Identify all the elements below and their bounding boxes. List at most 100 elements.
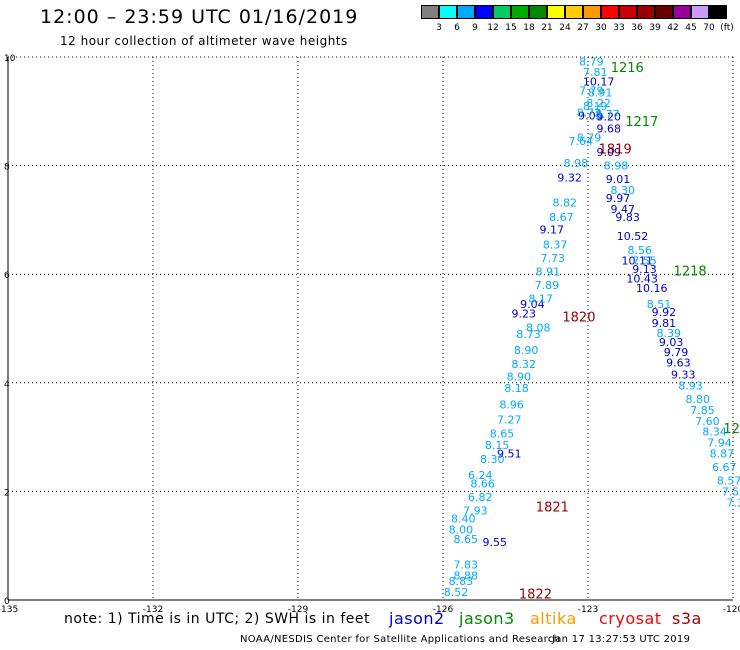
wave-height-value: 9.13 <box>632 263 657 276</box>
wave-height-value: 8.32 <box>511 358 536 371</box>
y-tick-label: 6 <box>4 271 10 281</box>
scale-swatch <box>655 5 673 19</box>
wave-height-value: 8.40 <box>451 513 476 526</box>
wave-height-value: 8.18 <box>504 382 529 395</box>
wave-height-value: 7.93 <box>463 504 488 517</box>
wave-height-value: 7.35 <box>727 496 740 509</box>
wave-height-value: 8.82 <box>553 197 578 210</box>
wave-height-value: 7.94 <box>707 437 732 450</box>
track-time-label: 1218 <box>674 264 707 279</box>
scale-label: 42 <box>667 23 679 33</box>
scale-label: 45 <box>685 23 697 33</box>
wave-height-value: 10.16 <box>636 282 668 295</box>
scale-swatch <box>637 5 655 19</box>
wave-height-value: 8.34 <box>702 426 727 439</box>
wave-height-value: 8.87 <box>710 447 735 460</box>
x-tick-label: -129 <box>288 605 309 615</box>
wave-height-value: 6.67 <box>712 461 737 474</box>
scale-swatch <box>691 5 709 19</box>
scale-label: 3 <box>436 23 442 33</box>
scale-swatch <box>583 5 601 19</box>
wave-height-value: 9.03 <box>659 336 684 349</box>
scale-swatch <box>547 5 565 19</box>
wave-height-value: 6.82 <box>468 491 493 504</box>
wave-height-value: 9.32 <box>557 172 582 185</box>
wave-height-value: 8.90 <box>514 344 539 357</box>
wave-height-value: 7.55 <box>632 255 657 268</box>
scale-label: 9 <box>472 23 478 33</box>
legend-item-altika: altika <box>530 609 577 628</box>
scale-label: 15 <box>505 23 517 33</box>
wave-height-value: 8.73 <box>577 106 602 119</box>
wave-height-value: 8.65 <box>453 533 478 546</box>
wave-height-value: 8.39 <box>656 327 681 340</box>
scale-swatch <box>619 5 637 19</box>
track-time-label: 1820 <box>562 311 595 326</box>
wave-height-value: 8.56 <box>627 244 652 257</box>
scale-label: 24 <box>559 23 571 33</box>
wave-height-value: 8.83 <box>449 575 474 588</box>
wave-height-value: 9.33 <box>671 369 696 382</box>
scale-swatch <box>709 5 727 19</box>
scale-swatch <box>565 5 583 19</box>
wave-height-value: 7.60 <box>695 415 720 428</box>
scale-swatch <box>601 5 619 19</box>
legend-item-jason2: jason2 <box>389 609 445 628</box>
chart-title: 12:00 – 23:59 UTC 01/16/2019 <box>40 6 359 28</box>
scale-swatch <box>529 5 547 19</box>
wave-height-value: 8.65 <box>490 427 515 440</box>
y-tick-label: 10 <box>4 54 16 64</box>
scale-swatch <box>493 5 511 19</box>
x-tick-label: -123 <box>578 605 598 615</box>
wave-height-value: 8.96 <box>499 399 524 412</box>
wave-height-value: 8.17 <box>528 293 553 306</box>
wave-height-value: 8.19 <box>583 100 608 113</box>
x-tick-label: -120 <box>723 605 740 615</box>
scale-label: 18 <box>523 23 535 33</box>
wave-height-value: 7.73 <box>540 252 565 265</box>
wave-height-value: 9.47 <box>611 203 636 216</box>
wave-height-value: 8.98 <box>604 160 629 173</box>
scale-swatch <box>511 5 529 19</box>
x-tick-label: -132 <box>143 605 163 615</box>
wave-height-value: 10.11 <box>622 255 654 268</box>
y-tick-label: 8 <box>4 163 10 173</box>
wave-height-value: 9.55 <box>482 536 507 549</box>
scale-label: 30 <box>595 23 607 33</box>
scale-swatch <box>475 5 493 19</box>
wave-height-value: 8.67 <box>549 211 574 224</box>
wave-height-value: 7.83 <box>453 559 478 572</box>
wave-height-value: 7.85 <box>690 404 715 417</box>
wave-height-value: 8.57 <box>717 475 740 488</box>
wave-height-value: 8.30 <box>480 453 505 466</box>
scale-label: 33 <box>613 23 625 33</box>
scale-label: 36 <box>631 23 643 33</box>
wave-height-value: 8.93 <box>678 380 703 393</box>
wave-height-value: 8.52 <box>444 586 469 599</box>
wave-height-value: 8.91 <box>536 265 561 278</box>
wave-height-value: 8.79 <box>579 55 604 68</box>
wave-height-value: 9.01 <box>606 173 631 186</box>
wave-height-value: 8.80 <box>685 393 710 406</box>
wave-height-value: 8.08 <box>526 321 551 334</box>
legend-item-jason3: jason3 <box>459 609 515 628</box>
legend-item-s3a: s3a <box>672 609 702 628</box>
wave-height-value: 8.91 <box>588 86 613 99</box>
track-time-label: 1821 <box>536 501 569 516</box>
x-tick-label: -135 <box>0 605 18 615</box>
y-tick-label: 0 <box>4 597 10 607</box>
timestamp-text: Jan 17 13:27:53 UTC 2019 <box>552 634 691 645</box>
wave-height-value: 9.23 <box>511 307 536 320</box>
wave-height-value: 9.63 <box>666 357 691 370</box>
track-time-label: 1819 <box>599 142 632 157</box>
legend-item-cryosat: cryosat <box>599 609 662 628</box>
wave-height-value: 8.00 <box>449 523 474 536</box>
wave-height-value: 9.81 <box>652 317 677 330</box>
wave-height-value: 8.37 <box>543 238 568 251</box>
wave-height-value: 10.43 <box>626 273 658 286</box>
scale-label: 27 <box>577 23 589 33</box>
wave-height-value: 8.98 <box>564 157 589 170</box>
y-tick-label: 4 <box>4 380 10 390</box>
wave-height-value: 9.17 <box>540 224 565 237</box>
